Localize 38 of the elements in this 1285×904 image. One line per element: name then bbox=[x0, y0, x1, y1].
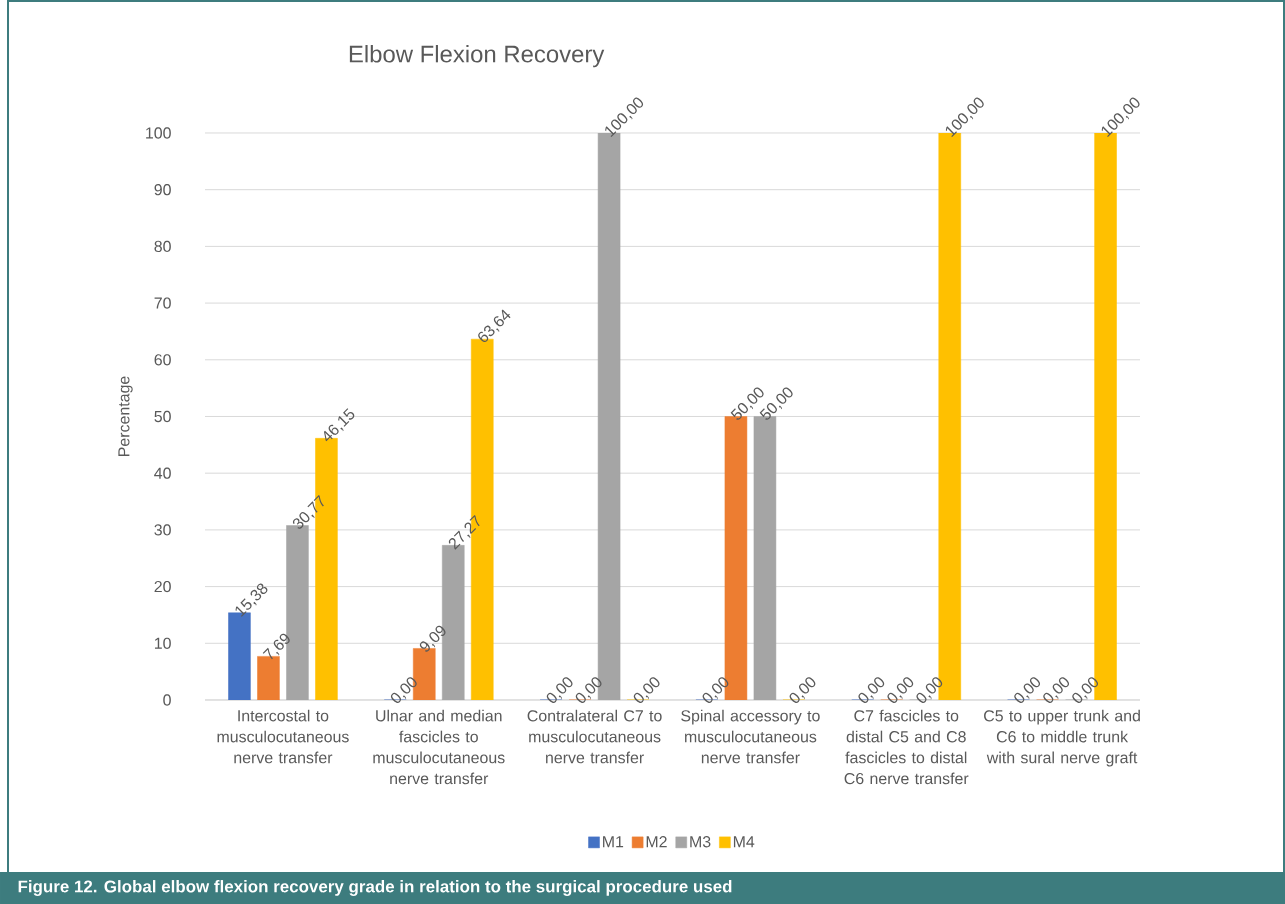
y-tick-label: 90 bbox=[154, 184, 171, 196]
data-label: 0,00 bbox=[1014, 677, 1041, 703]
y-tick-label: 0 bbox=[163, 694, 171, 706]
y-tick-label: 10 bbox=[154, 637, 171, 649]
data-label: 0,00 bbox=[390, 677, 417, 703]
x-tick-label: Intercostal to musculocutaneous nerve transfer bbox=[217, 709, 349, 764]
y-tick-label: 30 bbox=[154, 524, 171, 536]
data-label: 0,00 bbox=[546, 677, 573, 703]
x-tick-label: C5 to upper trunk and C6 to middle trunk with sural nerve graft bbox=[984, 709, 1140, 767]
data-label: 7,69 bbox=[262, 633, 290, 660]
legend-label: M1 bbox=[603, 836, 624, 848]
y-tick-label: 60 bbox=[154, 354, 171, 366]
caption: Figure 12. Global elbow flexion recovery grade in relation to the surgical procedure used bbox=[18, 880, 732, 896]
data-label: 0,00 bbox=[887, 677, 914, 703]
data-label: 0,00 bbox=[858, 677, 885, 703]
y-tick-label: 70 bbox=[154, 297, 171, 309]
data-label: 0,00 bbox=[575, 677, 602, 703]
y-tick-label: 20 bbox=[154, 580, 171, 593]
data-label: 0,00 bbox=[789, 677, 816, 703]
legend-label: M4 bbox=[733, 836, 755, 848]
x-tick-label: Ulnar and median fascicles to musculocutaneous nerve transfer bbox=[373, 709, 505, 785]
legend-label: M3 bbox=[690, 836, 711, 848]
x-tick-label: C7 fascicles to distal C5 and C8 fascicles to distal C6 nerve transfer bbox=[844, 709, 969, 785]
data-label: 0,00 bbox=[1043, 677, 1070, 703]
data-label: 0,00 bbox=[916, 677, 943, 703]
data-label: 0,00 bbox=[633, 677, 660, 703]
data-label: 9,09 bbox=[419, 625, 446, 652]
y-tick-label: 40 bbox=[154, 467, 171, 479]
x-tick-label: Contralateral C7 to musculocutaneous nerve transfer bbox=[527, 709, 662, 764]
data-label: 0,00 bbox=[1072, 677, 1099, 703]
y-tick-label: 100 bbox=[146, 127, 171, 139]
x-tick-label: Spinal accessory to musculocutaneous nerve transfer bbox=[681, 709, 820, 764]
chart-title: Elbow Flexion Recovery bbox=[349, 44, 605, 68]
legend-label: M2 bbox=[646, 836, 667, 848]
y-tick-label: 80 bbox=[154, 240, 171, 253]
y-tick-label: 50 bbox=[154, 410, 171, 423]
data-label: 0,00 bbox=[702, 677, 729, 703]
y-axis-title: Percentage bbox=[118, 376, 133, 456]
